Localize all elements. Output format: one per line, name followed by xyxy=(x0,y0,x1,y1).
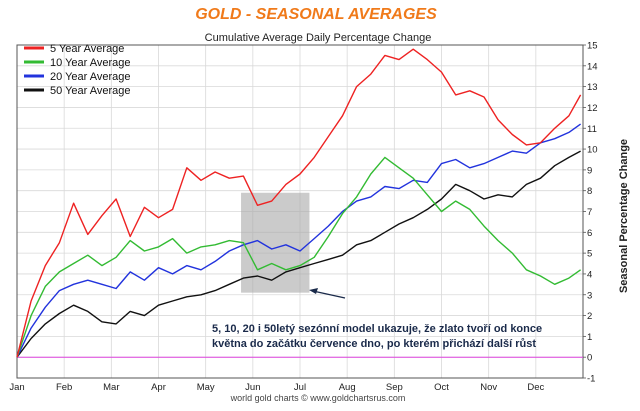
x-tick-label-jul: Jul xyxy=(294,382,306,393)
chart-subtitle: Cumulative Average Daily Percentage Chan… xyxy=(205,32,432,44)
annotation-arrow-head xyxy=(309,288,318,294)
x-tick-label-aug: Aug xyxy=(339,382,356,393)
y-tick-label-2: 1 xyxy=(587,332,592,343)
annotation-line-2: května do začátku července dno, po které… xyxy=(212,338,536,350)
x-tick-label-jan: Jan xyxy=(9,382,24,393)
x-tick-label-apr: Apr xyxy=(151,382,166,393)
annotation-arrow-line xyxy=(312,290,346,299)
y-tick-label-1: 0 xyxy=(587,353,592,364)
series-line-10-year-average xyxy=(16,156,582,358)
y-axis-label: Seasonal Percentage Change xyxy=(618,139,630,293)
y-tick-label-3: 2 xyxy=(587,311,592,322)
chart-title: GOLD - SEASONAL AVERAGES xyxy=(195,6,437,23)
x-tick-labels: Jan Feb Mar Apr May Jun Jul Aug Sep Oct Nov Dec xyxy=(9,382,544,393)
x-tick-label-may: May xyxy=(197,382,215,393)
x-tick-label-oct: Oct xyxy=(434,382,449,393)
y-tick-label-15: 14 xyxy=(587,61,598,72)
x-tick-label-mar: Mar xyxy=(103,382,119,393)
y-tick-label-0: -1 xyxy=(587,374,595,385)
y-tick-label-16: 15 xyxy=(587,41,598,52)
y-tick-label-10: 9 xyxy=(587,165,592,176)
y-tick-label-4: 3 xyxy=(587,290,592,301)
legend: 5 Year Average 10 Year Average 20 Year Ave… xyxy=(24,43,131,97)
x-tick-label-dec: Dec xyxy=(527,382,544,393)
x-tick-label-nov: Nov xyxy=(480,382,497,393)
y-tick-label-8: 7 xyxy=(587,207,592,218)
y-tick-label-6: 5 xyxy=(587,249,592,260)
y-tick-label-5: 4 xyxy=(587,269,592,280)
series-line-20-year-average xyxy=(16,123,582,358)
y-tick-label-7: 6 xyxy=(587,228,592,239)
y-tick-label-14: 13 xyxy=(587,82,598,93)
y-tick-label-11: 10 xyxy=(587,145,598,156)
x-tick-label-sep: Sep xyxy=(386,382,403,393)
y-tick-label-12: 11 xyxy=(587,124,597,135)
legend-label-2: 20 Year Average xyxy=(50,71,131,83)
series-line-50-year-average xyxy=(16,150,581,358)
legend-label-1: 10 Year Average xyxy=(50,57,131,69)
series-group xyxy=(16,48,582,358)
x-tick-label-jun: Jun xyxy=(245,382,260,393)
y-tick-label-13: 12 xyxy=(587,103,598,114)
annotation-line-1: 5, 10, 20 i 50letý sezónní model ukazuje… xyxy=(212,323,542,335)
legend-label-3: 50 Year Average xyxy=(50,85,131,97)
x-tick-label-feb: Feb xyxy=(56,382,72,393)
series-line-5-year-average xyxy=(16,48,582,358)
y-tick-label-9: 8 xyxy=(587,186,592,197)
footer-credit: world gold charts © www.goldchartsrus.co… xyxy=(230,393,406,403)
legend-label-0: 5 Year Average xyxy=(50,43,124,55)
